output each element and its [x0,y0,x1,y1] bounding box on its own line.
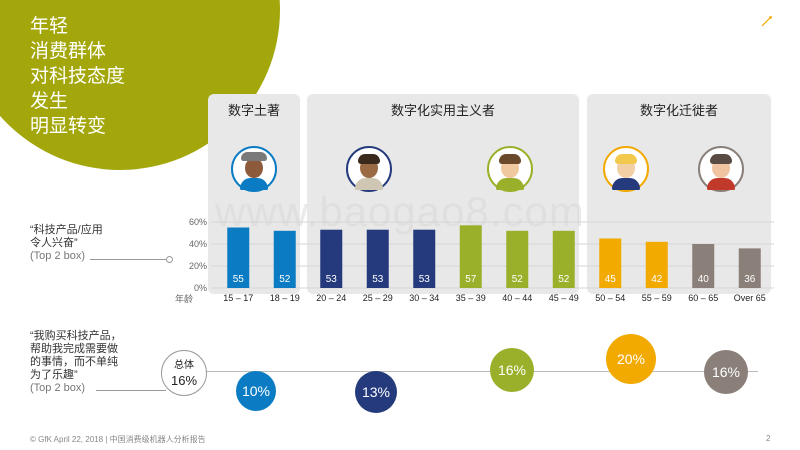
bar-value-label: 53 [372,274,384,285]
bar-value-label: 52 [512,274,524,285]
bubble-axis-line [183,371,758,372]
bubble-pragmatists-older: 16% [490,348,534,392]
bubble-value: 10% [241,383,271,399]
row1-label: “科技产品/应用 令人兴奋” (Top 2 box) [30,224,180,263]
footer: © GfK April 22, 2018 | 中国消费级机器人分析报告 [30,435,206,444]
category-label: 15 – 17 [223,293,253,303]
row2-connector [96,390,166,391]
category-label: 50 – 54 [595,293,625,303]
bar [552,230,575,288]
category-label: 35 – 39 [456,293,486,303]
bar [599,238,622,288]
category-label: 20 – 24 [316,293,346,303]
bar [645,241,668,288]
category-label: 30 – 34 [409,293,439,303]
bar [459,225,482,288]
title-line: 消费群体 [30,41,107,62]
title-line: 发生 [30,91,69,112]
avatar-blond-icon [603,146,649,192]
bar [506,230,529,288]
bubble-migrants-young: 20% [606,334,656,384]
title-line: 对科技态度 [30,66,126,87]
bar-value-label: 52 [558,274,570,285]
watermark: www.baogao8.com [215,188,585,235]
bar-chart: 0% 20% 40% 60% 55 15 – 17 52 18 – 19 53 20 – 24 53… [175,217,774,304]
row1-label-line: 令人兴奋” [30,237,78,249]
bubble-digital-natives: 10% [236,371,276,411]
bar [738,248,761,288]
x-axis-label: 年龄 [175,293,193,304]
row2-label: “我购买科技产品， 帮助我完成需要做 的事情，而不单纯 为了乐趣” (Top 2… [30,330,170,395]
y-tick-label: 60% [189,217,207,227]
row1-connector-dot [166,256,173,263]
bar [227,227,250,288]
total-bubble-label: 总体 [174,360,194,371]
bar-value-label: 45 [605,274,617,285]
bubble-value: 20% [616,351,646,367]
bar [366,229,389,288]
bar-value-label: 55 [233,274,245,285]
title-line: 年轻 [30,16,69,37]
page-number: 2 [766,434,771,443]
row2-label-line: 帮助我完成需要做 [30,343,118,355]
total-bubble-value: 16% [170,373,198,388]
bar [320,229,343,288]
title-line: 明显转变 [30,116,107,137]
y-tick-label: 20% [189,261,207,271]
category-label: 40 – 44 [502,293,532,303]
category-label: 18 – 19 [270,293,300,303]
sparkle-icon [761,16,772,27]
avatar-glasses-icon [487,146,533,192]
group-title: 数字化迁徙者 [639,103,718,118]
group-title: 数字化实用主义者 [390,103,495,118]
bar-value-label: 57 [465,274,477,285]
category-label: Over 65 [734,293,766,303]
bar-value-label: 52 [279,274,291,285]
bubble-value: 16% [711,364,741,380]
bubble-value: 13% [361,384,391,400]
bar-value-label: 36 [744,274,756,285]
slide-title: 年轻 消费群体 对科技态度 发生 明显转变 [30,14,125,139]
row2-label-sub: (Top 2 box) [30,382,86,394]
row1-label-line: “科技产品/应用 [30,224,103,236]
y-tick-label: 40% [189,239,207,249]
group-title: 数字土著 [227,103,280,118]
bubble-migrants-older: 16% [704,350,748,394]
bar [692,244,715,288]
category-label: 55 – 59 [642,293,672,303]
group-panel-digital-pragmatists: 数字化实用主义者 [307,94,579,294]
bar [413,229,436,288]
bar-value-label: 42 [651,274,663,285]
bar-value-label: 53 [326,274,338,285]
bar-value-label: 53 [419,274,431,285]
row2-label-line: 为了乐趣” [30,369,78,381]
row2-label-line: 的事情，而不单纯 [30,356,118,368]
category-label: 45 – 49 [549,293,579,303]
avatar-hat-icon [231,146,277,192]
bar-value-label: 40 [698,274,710,285]
row1-connector [90,259,170,260]
row1-label-sub: (Top 2 box) [30,250,86,262]
bubble-pragmatists-young: 13% [355,371,397,413]
category-label: 25 – 29 [363,293,393,303]
y-tick-label: 0% [194,283,207,293]
category-label: 60 – 65 [688,293,718,303]
avatar-mustache-icon [698,146,744,192]
row2-label-line: “我购买科技产品， [30,330,122,342]
bar [273,230,296,288]
bubble-value: 16% [497,362,527,378]
total-bubble: 总体 16% [161,350,207,396]
avatar-beard-icon [346,146,392,192]
